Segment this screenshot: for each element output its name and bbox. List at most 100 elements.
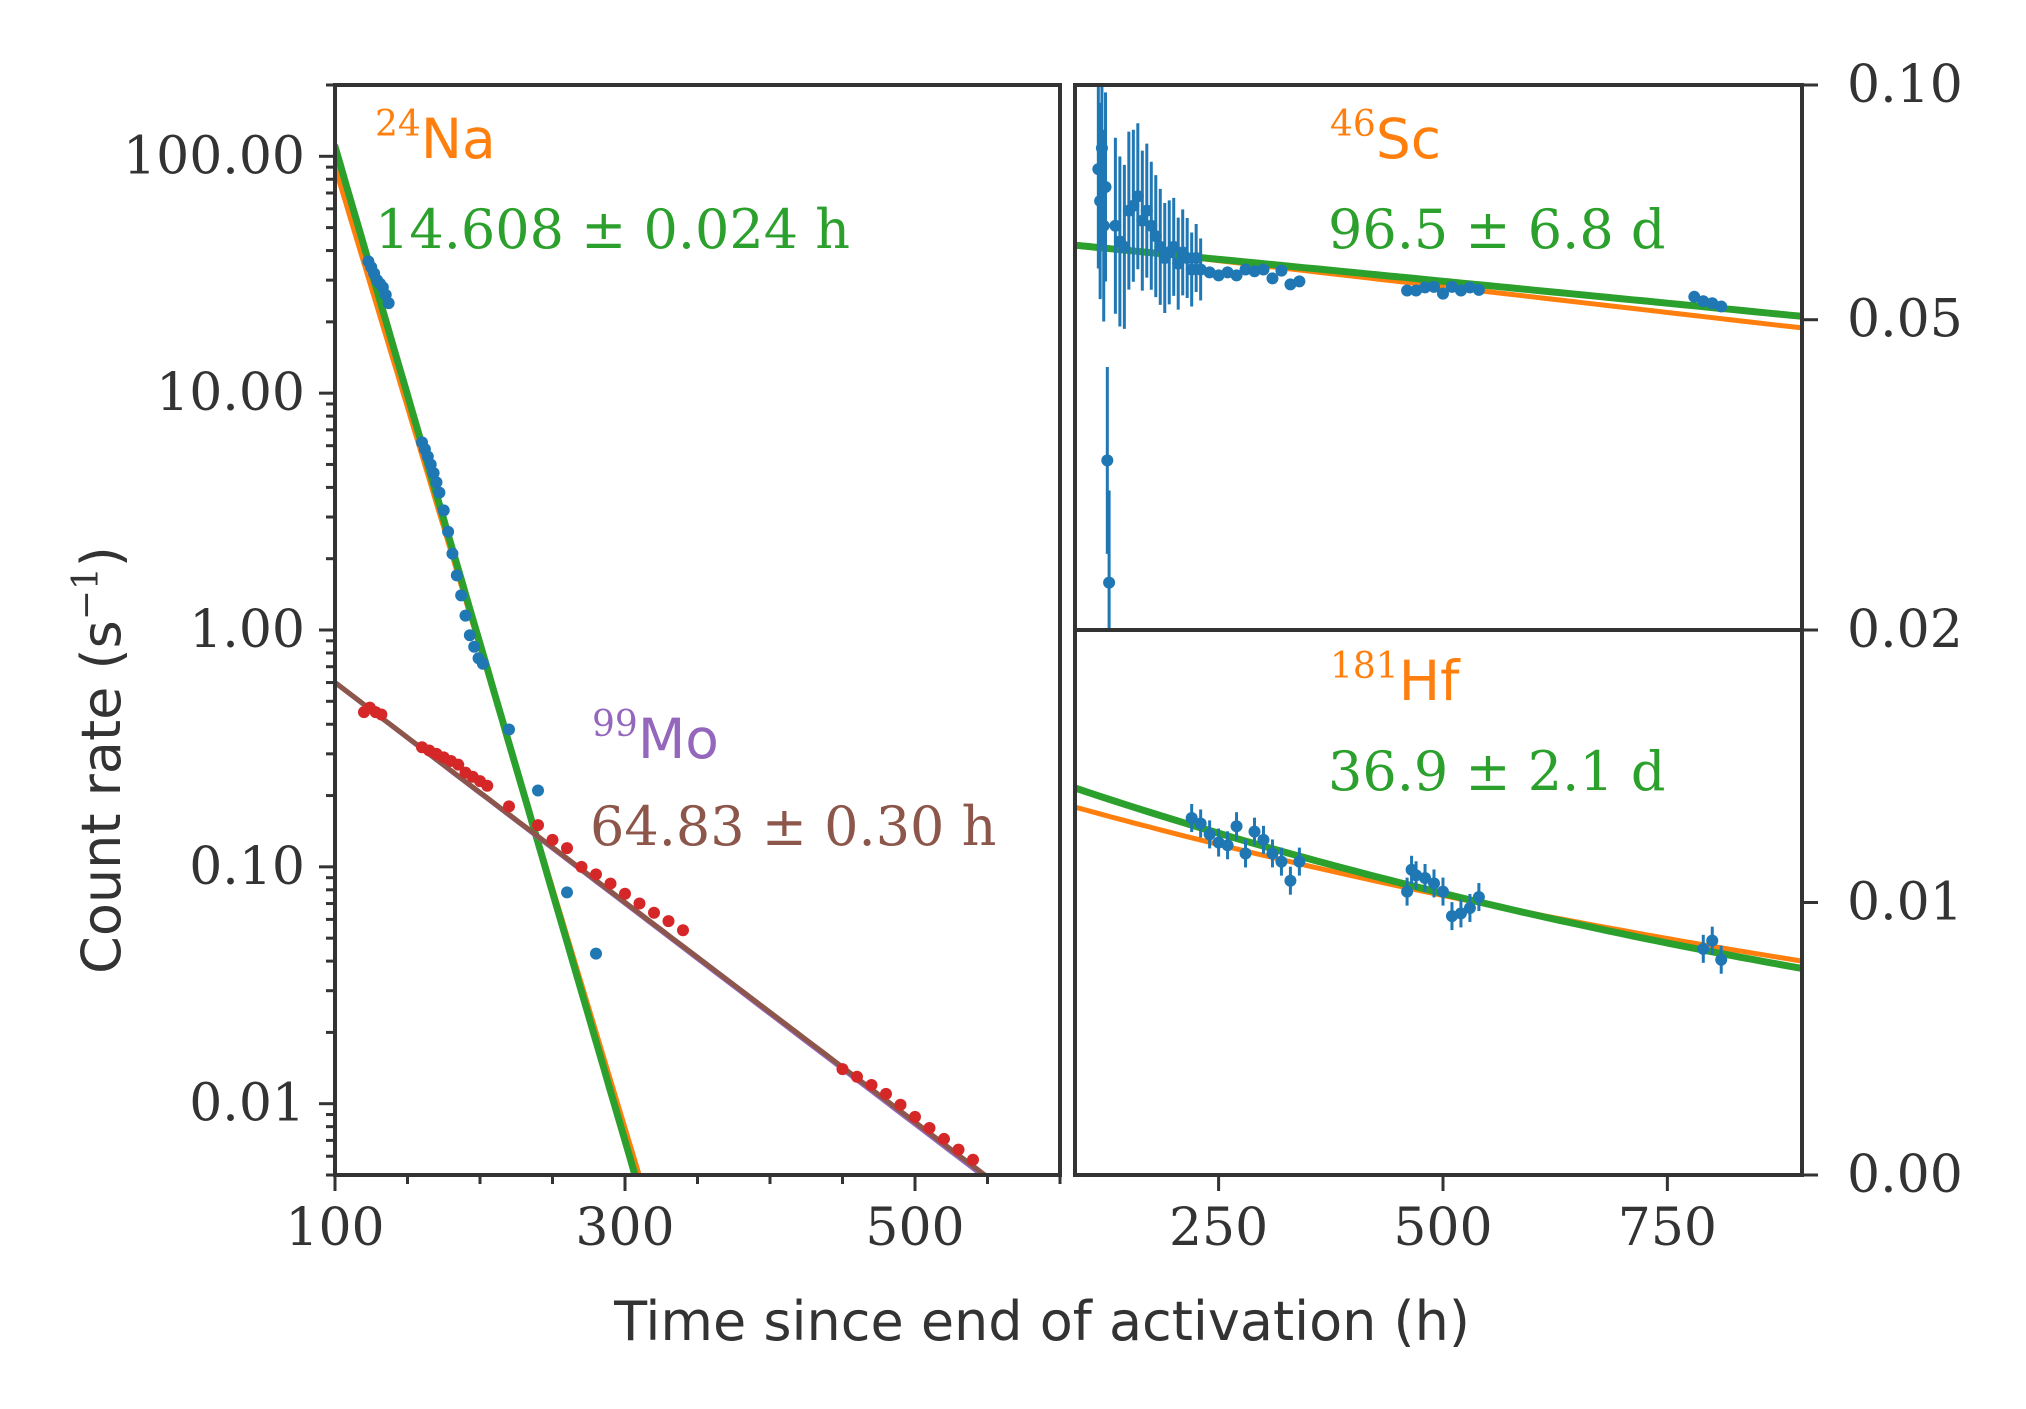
left-fit-brown [335,680,989,1175]
mo-mass: 99 [592,704,638,745]
mo-label: 99Mo [592,704,719,771]
data-point [1185,812,1198,825]
data-point [851,1070,863,1083]
data-point [1275,855,1288,868]
data-point [619,887,631,900]
data-point [468,640,481,653]
y-axis-label: Count rate (s−1) [66,546,133,974]
data-point [880,1087,892,1100]
sc-label: 46Sc [1330,104,1441,171]
data-point [455,589,468,602]
na-label: 24Na [375,104,496,171]
x-tick-label: 500 [1393,1198,1492,1258]
data-point [1097,219,1110,232]
data-point [648,906,660,919]
data-point [894,1098,907,1111]
data-point [1463,901,1476,914]
na-symbol: Na [421,107,496,171]
data-point [633,897,646,910]
data-point [503,723,515,736]
x-tick-label: 100 [285,1198,384,1258]
data-point [532,819,544,832]
data-point [1715,953,1728,966]
y-tick-label: 0.01 [189,1074,305,1134]
data-point [561,842,573,855]
na-half-life: 14.608 ± 0.024 h [375,198,850,261]
data-point [952,1143,965,1156]
na-mass: 24 [375,104,421,145]
data-point [382,297,395,310]
y-tick-label: 0.02 [1847,600,1963,660]
y-tick-label: 0.10 [1847,55,1963,115]
data-point [437,504,450,517]
y-tick-label: 0.01 [1847,873,1963,933]
data-point [546,833,559,846]
data-point [1697,295,1710,308]
data-point [1293,855,1306,868]
sc-half-life: 96.5 ± 6.8 d [1328,198,1665,261]
data-point [1472,891,1485,904]
data-point [561,886,573,899]
panel-right-top: 0.10 0.05 0.02 [1073,55,1963,660]
right-top-plot-area [1075,85,1802,630]
y-axis-label-close: ) [70,546,133,567]
data-point [1248,825,1261,838]
data-point [1401,284,1414,297]
data-point [1401,885,1414,898]
data-point [463,629,476,642]
panel-left: 100 300 500 100.00 10.00 1.00 0.10 0.01 [123,83,1062,1258]
data-point [590,947,602,960]
data-point [575,860,588,873]
data-point [1266,847,1279,860]
data-point [865,1078,878,1091]
data-point [1428,877,1441,890]
data-point [967,1153,979,1166]
y-tick-label: 0.10 [189,837,305,897]
right-bottom-plot-area [1075,784,1802,974]
data-point [433,486,446,499]
data-point [677,924,689,937]
data-point [923,1121,936,1134]
hf-symbol: Hf [1399,649,1461,713]
x-tick-label: 750 [1618,1198,1717,1258]
data-point [503,800,515,813]
data-point [1101,454,1114,467]
data-point [1099,180,1112,193]
data-point [1688,290,1701,303]
y-tick-label: 0.00 [1847,1145,1963,1205]
x-axis-label: Time since end of activation (h) [613,1290,1470,1353]
data-point [1221,839,1234,852]
panel-right-bottom: 0.01 0.00 250 500 750 [1073,628,1963,1258]
data-point [452,758,465,771]
data-point [1706,934,1719,947]
x-tick-label: 300 [575,1198,674,1258]
data-point [662,915,675,928]
data-point [909,1110,921,1123]
data-point [430,476,443,489]
data-point [1239,847,1252,860]
data-point [1715,300,1728,313]
data-point [1419,871,1432,884]
data-point [590,868,602,881]
hf-mass: 181 [1330,646,1399,687]
data-point [604,877,617,890]
data-point [481,779,494,792]
data-point [1194,817,1207,830]
left-fit-green [335,143,639,1175]
y-axis-label-main: Count rate (s [70,620,133,974]
sc-symbol: Sc [1376,107,1441,171]
y-tick-label: 100.00 [123,126,305,186]
data-point [1436,885,1449,898]
data-point [446,547,459,560]
data-point [1472,283,1485,296]
data-point [450,569,463,582]
data-point [1230,269,1243,282]
data-point [375,708,388,721]
data-point [1257,263,1270,276]
y-tick-label: 0.05 [1847,290,1963,350]
mo-symbol: Mo [638,707,719,771]
data-point [836,1063,849,1076]
data-point [1436,287,1449,300]
data-point [476,657,489,670]
data-point [1445,280,1458,293]
